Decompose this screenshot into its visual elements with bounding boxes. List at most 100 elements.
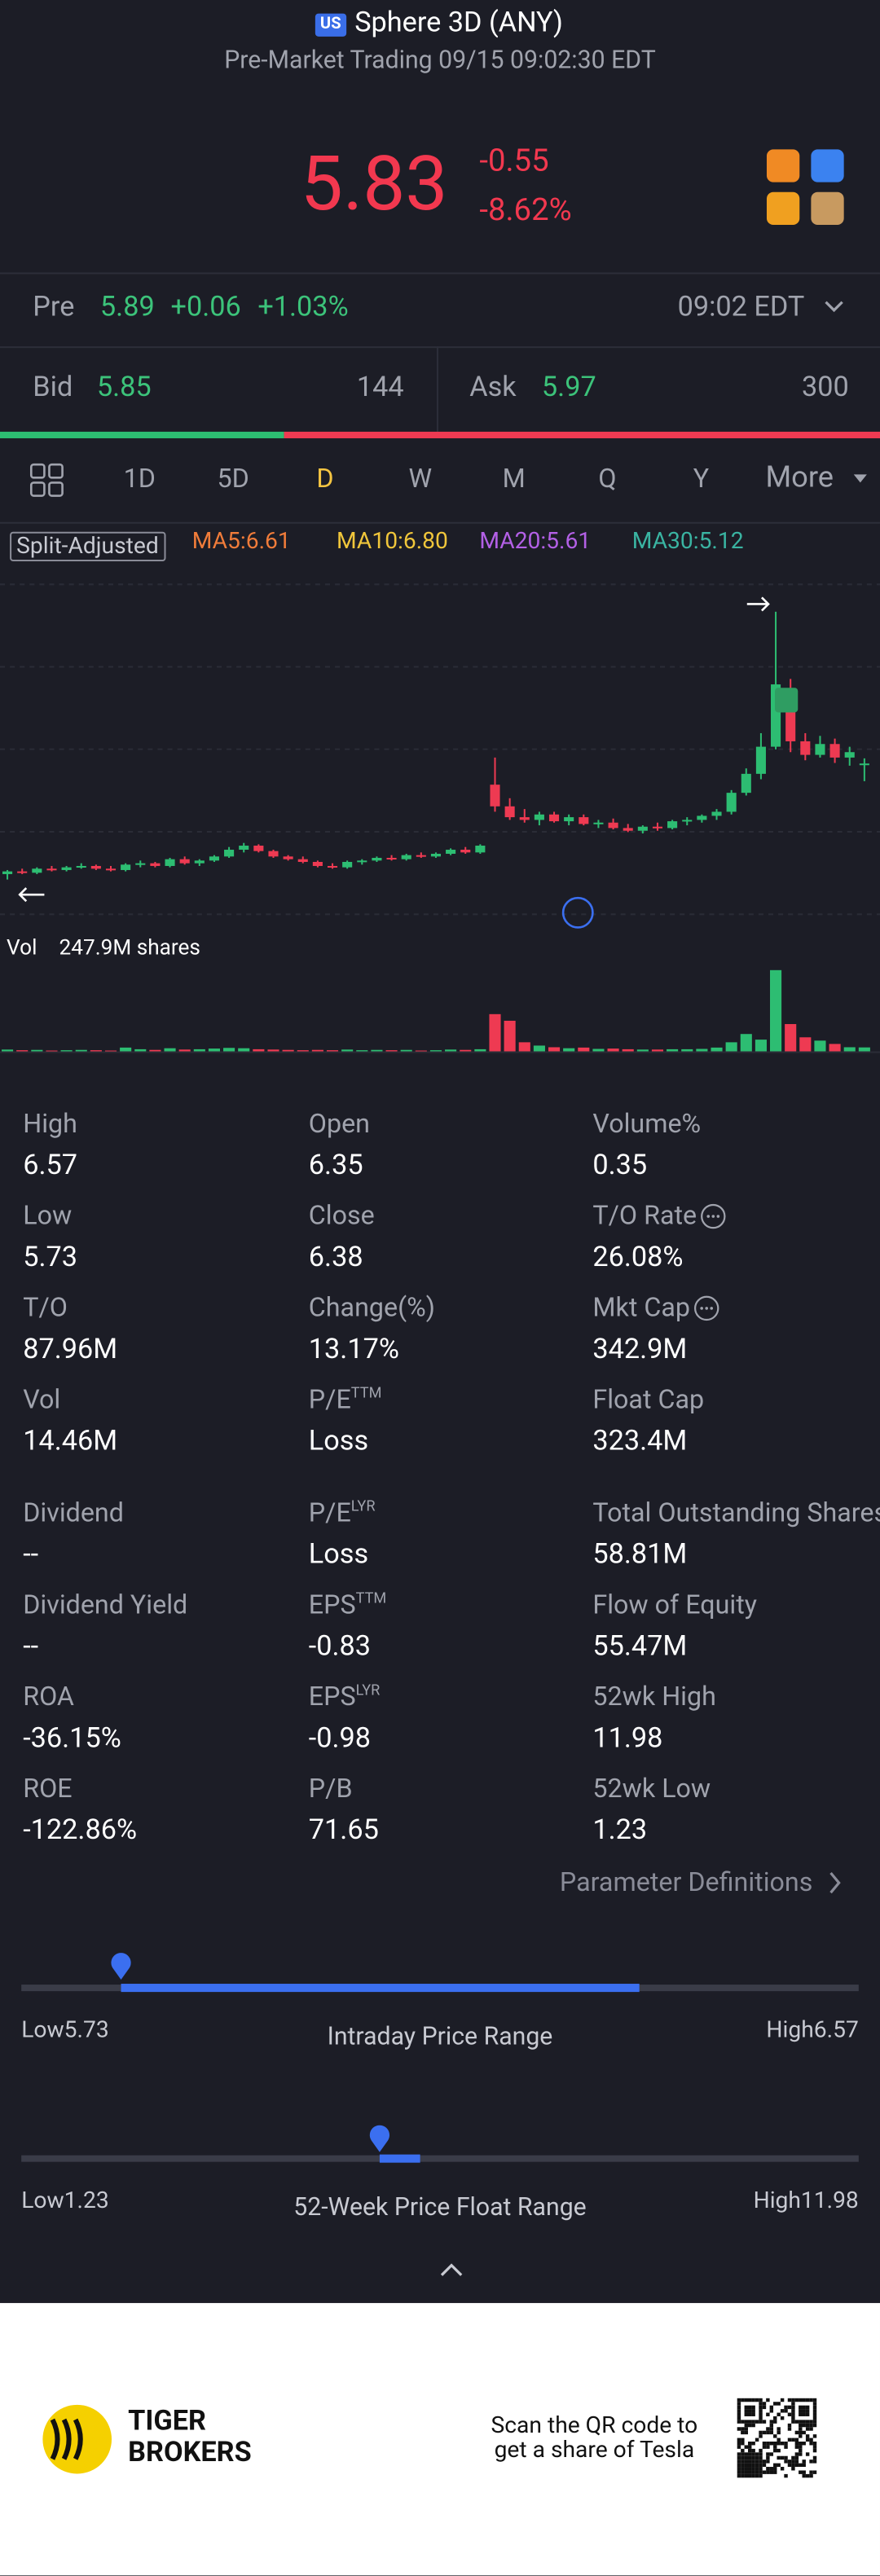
low-arrow (18, 887, 45, 903)
volume-bar (696, 1048, 708, 1053)
qr-module (773, 2441, 777, 2446)
qr-module (799, 2441, 803, 2446)
qr-module (737, 2405, 741, 2410)
candle-body (416, 855, 426, 857)
tab[interactable]: 5D (217, 462, 249, 495)
info-dot (710, 1307, 714, 1310)
divider (0, 521, 880, 524)
qr-module (747, 2412, 752, 2416)
tab[interactable]: D (316, 462, 334, 495)
icon[interactable] (766, 191, 800, 226)
qr-module (802, 2470, 806, 2474)
qr-module (799, 2430, 803, 2435)
qr-module (755, 2438, 759, 2442)
stat-label-sup: TTM (355, 1591, 387, 1608)
volume-bar (799, 1037, 812, 1053)
qr-module (759, 2455, 763, 2460)
qr-module (812, 2434, 817, 2438)
volume-bar (785, 1024, 797, 1053)
qr-module (759, 2470, 763, 2474)
volume-bar (548, 1047, 561, 1053)
stat-label-sup: LYR (350, 1499, 376, 1516)
info-icon (701, 1203, 726, 1229)
qr-module (755, 2420, 759, 2424)
qr-module (741, 2455, 745, 2460)
candle-body (741, 773, 751, 793)
qr-module (751, 2398, 755, 2402)
volume-label: Vol (7, 936, 37, 961)
qr-module (766, 2455, 770, 2460)
qr-module (741, 2448, 745, 2453)
stat-value: 1.23 (592, 1813, 648, 1848)
qr-module (794, 2420, 799, 2424)
logo-stripe (61, 2418, 72, 2460)
qr-module (759, 2463, 763, 2468)
qr-module (737, 2409, 741, 2413)
qr-module (737, 2402, 741, 2406)
tab[interactable]: Q (598, 462, 617, 495)
pre-time[interactable]: 09:02 EDT (677, 291, 805, 324)
ask-label: Ask (469, 371, 517, 405)
tab[interactable]: 1D (123, 462, 156, 495)
candle-body (268, 851, 279, 857)
qr-module (780, 2398, 785, 2402)
volume-bar (46, 1050, 58, 1053)
tab[interactable]: Y (693, 462, 710, 495)
qr-module (747, 2467, 752, 2471)
qr-module (787, 2398, 792, 2402)
volume-bar (829, 1044, 841, 1053)
range-pin (369, 2125, 390, 2152)
icon[interactable] (811, 191, 844, 226)
qr-module (766, 2445, 770, 2449)
market-status: Pre-Market Trading 09/15 09:02:30 EDT (224, 45, 656, 75)
candle-body (372, 857, 382, 861)
stat-label: ROE (23, 1772, 73, 1805)
qr-module (805, 2427, 810, 2431)
qr-module (766, 2427, 770, 2431)
candle-body (46, 868, 57, 871)
qr-module (769, 2441, 774, 2446)
qr-module (799, 2470, 803, 2474)
stat-value: -- (23, 1630, 39, 1664)
volume-bar (415, 1050, 427, 1053)
qr-module (755, 2467, 759, 2471)
qr-module (737, 2460, 741, 2464)
dropdown-arrow (853, 474, 867, 483)
tab[interactable]: M (502, 462, 526, 495)
qr-module (741, 2438, 745, 2442)
qr-module (747, 2452, 752, 2456)
candle-body (121, 864, 131, 870)
qr-module (773, 2448, 777, 2453)
pre-change: +0.06 (170, 291, 241, 324)
icon[interactable] (811, 149, 844, 182)
candle-body (697, 815, 707, 820)
stat-value: 323.4M (592, 1425, 688, 1458)
bid-bar (0, 431, 284, 438)
volume-bar (104, 1050, 117, 1053)
qr-module (791, 2460, 795, 2464)
definitions-link[interactable]: Parameter Definitions (559, 1866, 813, 1897)
event-marker (561, 896, 594, 929)
qr-module (762, 2405, 767, 2410)
qr-module (744, 2420, 748, 2424)
candle-body (490, 785, 500, 807)
qr-module (766, 2452, 770, 2456)
icon[interactable] (766, 149, 800, 182)
qr-module (747, 2441, 752, 2446)
candle-body (844, 752, 855, 758)
tab[interactable]: More (765, 460, 834, 495)
qr-module (805, 2438, 810, 2442)
range-low-value: 1.23 (64, 2187, 109, 2215)
qr-module (794, 2441, 799, 2446)
tab[interactable]: W (408, 462, 433, 495)
qr-module (769, 2467, 774, 2471)
volume-bar (533, 1045, 545, 1053)
stat-label: High (23, 1107, 77, 1139)
qr-module (751, 2409, 755, 2413)
qr-module (766, 2441, 770, 2446)
qr-module (737, 2455, 741, 2460)
candle-body (475, 846, 486, 853)
qr-module (744, 2405, 748, 2410)
qr-module (744, 2445, 748, 2449)
